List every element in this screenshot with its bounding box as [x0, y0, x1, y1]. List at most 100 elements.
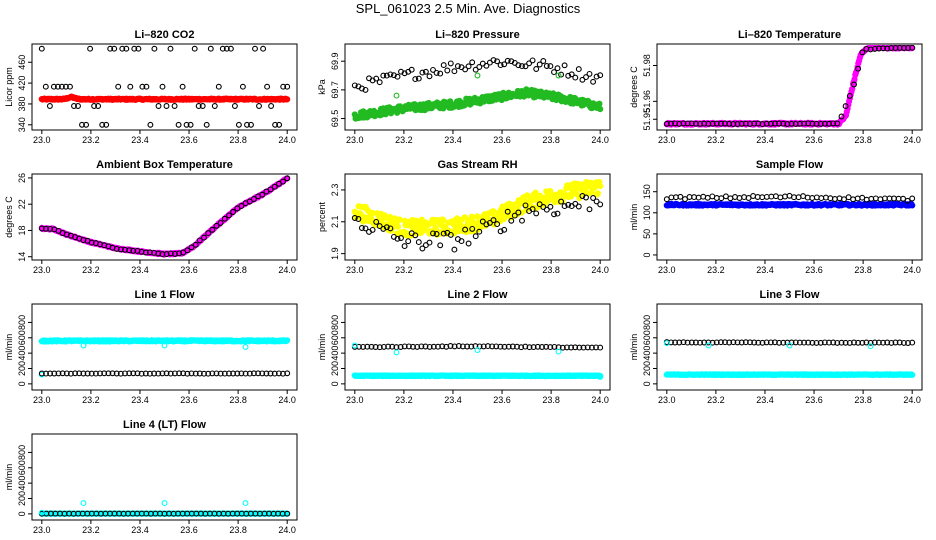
data-point: [504, 57, 511, 64]
data-point: [465, 63, 472, 70]
series-co2-avg: [38, 93, 291, 104]
data-point: [280, 178, 286, 185]
y-tick-label: 100: [642, 205, 652, 220]
data-point: [447, 60, 454, 67]
data-point: [43, 225, 49, 232]
data-point: [72, 370, 79, 377]
data-point: [358, 85, 365, 92]
data-point: [554, 65, 561, 72]
y-axis-label: kPa: [317, 79, 327, 95]
data-point: [590, 78, 597, 85]
data-point: [451, 68, 458, 75]
y-tick-label: 340: [17, 117, 27, 132]
plot-area: [663, 192, 916, 209]
data-point: [472, 233, 479, 240]
data-point: [896, 45, 903, 51]
data-point: [187, 121, 194, 128]
data-point: [514, 343, 520, 350]
data-point: [896, 339, 903, 346]
data-point: [871, 45, 878, 52]
data-point: [63, 370, 70, 377]
data-point: [663, 340, 670, 347]
plot-frame: [31, 303, 298, 391]
y-tick-label: 800: [642, 315, 652, 330]
data-point: [462, 66, 469, 73]
data-point: [250, 196, 257, 202]
x-tick-label: 23.6: [180, 525, 198, 535]
y-tick-label: 200: [330, 361, 340, 376]
data-point: [433, 231, 440, 237]
y-tick-label: 0: [642, 252, 652, 257]
data-point: [586, 70, 593, 77]
data-point: [67, 83, 73, 90]
data-point: [405, 343, 412, 350]
series-rh-samples: [351, 193, 604, 253]
data-point: [875, 339, 882, 346]
y-tick-label: 600: [642, 330, 652, 345]
x-tick-label: 23.8: [854, 135, 872, 145]
data-point: [533, 210, 540, 217]
data-point: [730, 121, 737, 127]
data-point: [217, 219, 224, 226]
data-point: [83, 121, 90, 128]
data-point: [821, 339, 828, 346]
data-point: [43, 370, 49, 377]
data-point: [892, 339, 899, 346]
data-point: [540, 58, 547, 64]
data-point: [888, 339, 895, 346]
y-tick-label: 69.7: [330, 81, 340, 99]
data-point: [67, 370, 74, 377]
data-point: [469, 225, 476, 232]
data-point: [841, 196, 847, 203]
data-point: [58, 83, 65, 90]
data-point: [126, 247, 133, 254]
data-point: [355, 216, 362, 222]
data-point: [717, 339, 724, 346]
data-point: [362, 225, 369, 232]
data-point: [734, 121, 741, 127]
data-point: [234, 370, 241, 377]
data-point: [909, 339, 916, 346]
data-point: [838, 113, 845, 120]
panel-title: Li–820 Pressure: [435, 29, 519, 41]
plot-area: [38, 45, 291, 128]
data-point: [201, 234, 207, 241]
data-point: [188, 244, 195, 251]
data-point: [242, 344, 249, 350]
data-point: [747, 339, 753, 346]
y-axis-label: ml/min: [4, 464, 14, 491]
data-point: [440, 62, 447, 69]
data-point: [817, 120, 824, 127]
data-point: [199, 103, 206, 109]
data-point: [369, 226, 376, 233]
data-point: [123, 45, 130, 52]
x-tick-label: 23.8: [229, 395, 247, 405]
data-point: [543, 63, 550, 69]
data-point: [103, 121, 110, 128]
data-point: [554, 210, 561, 217]
data-point: [252, 45, 258, 52]
data-point: [792, 339, 799, 346]
x-tick-label: 23.4: [131, 265, 149, 275]
plot-area: [663, 45, 916, 128]
data-point: [572, 344, 579, 351]
data-point: [95, 103, 102, 109]
y-tick-label: 0: [17, 511, 27, 516]
y-tick-label: 50: [642, 229, 652, 239]
data-point: [422, 68, 429, 75]
x-tick-label: 23.6: [180, 265, 198, 275]
panel-title: Line 4 (LT) Flow: [123, 419, 206, 431]
data-point: [176, 250, 183, 257]
data-point: [419, 245, 426, 252]
data-point: [462, 226, 469, 233]
data-point: [497, 228, 504, 235]
data-point: [561, 203, 568, 210]
y-tick-label: 22: [17, 199, 27, 209]
data-point: [376, 223, 383, 230]
data-point: [201, 370, 207, 377]
data-point: [801, 339, 808, 346]
data-point: [551, 69, 557, 76]
data-point: [239, 83, 246, 90]
data-point: [763, 120, 770, 127]
x-tick-label: 23.6: [180, 395, 198, 405]
